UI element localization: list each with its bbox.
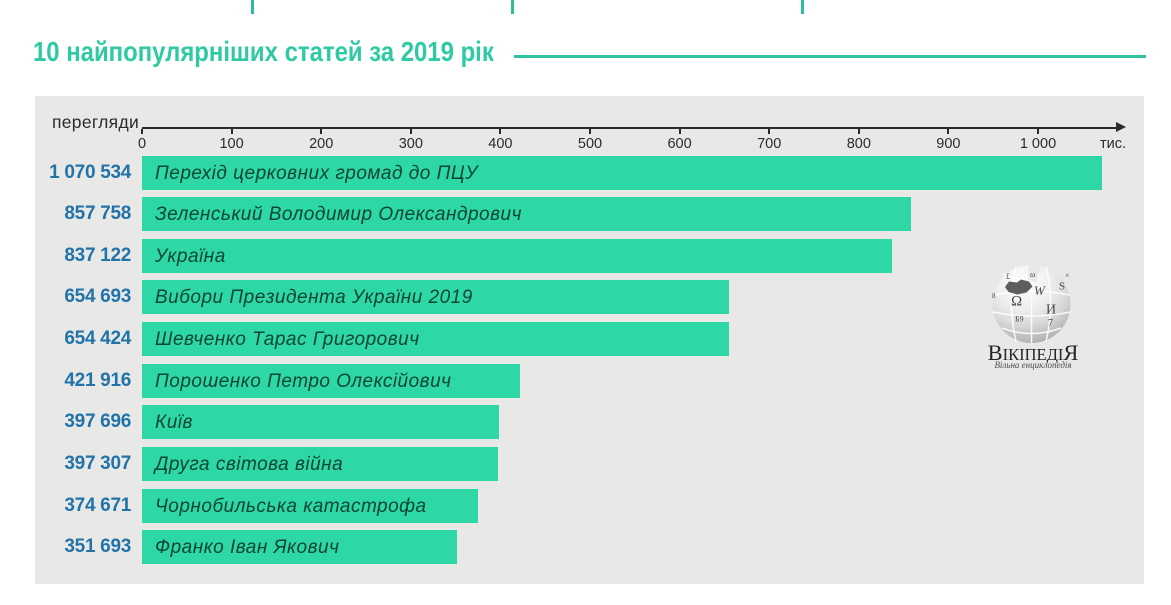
- svg-text:Ω: Ω: [1011, 294, 1022, 310]
- svg-text:И: И: [1046, 303, 1056, 318]
- svg-text:7: 7: [1048, 318, 1053, 329]
- svg-text:Б9: Б9: [1015, 315, 1024, 324]
- svg-text:S: S: [1059, 281, 1065, 293]
- svg-text:8: 8: [992, 292, 996, 300]
- svg-text:W: W: [1034, 283, 1046, 298]
- svg-text:£: £: [1006, 272, 1010, 281]
- svg-text:ω: ω: [1030, 270, 1035, 279]
- svg-text:×: ×: [1065, 271, 1070, 280]
